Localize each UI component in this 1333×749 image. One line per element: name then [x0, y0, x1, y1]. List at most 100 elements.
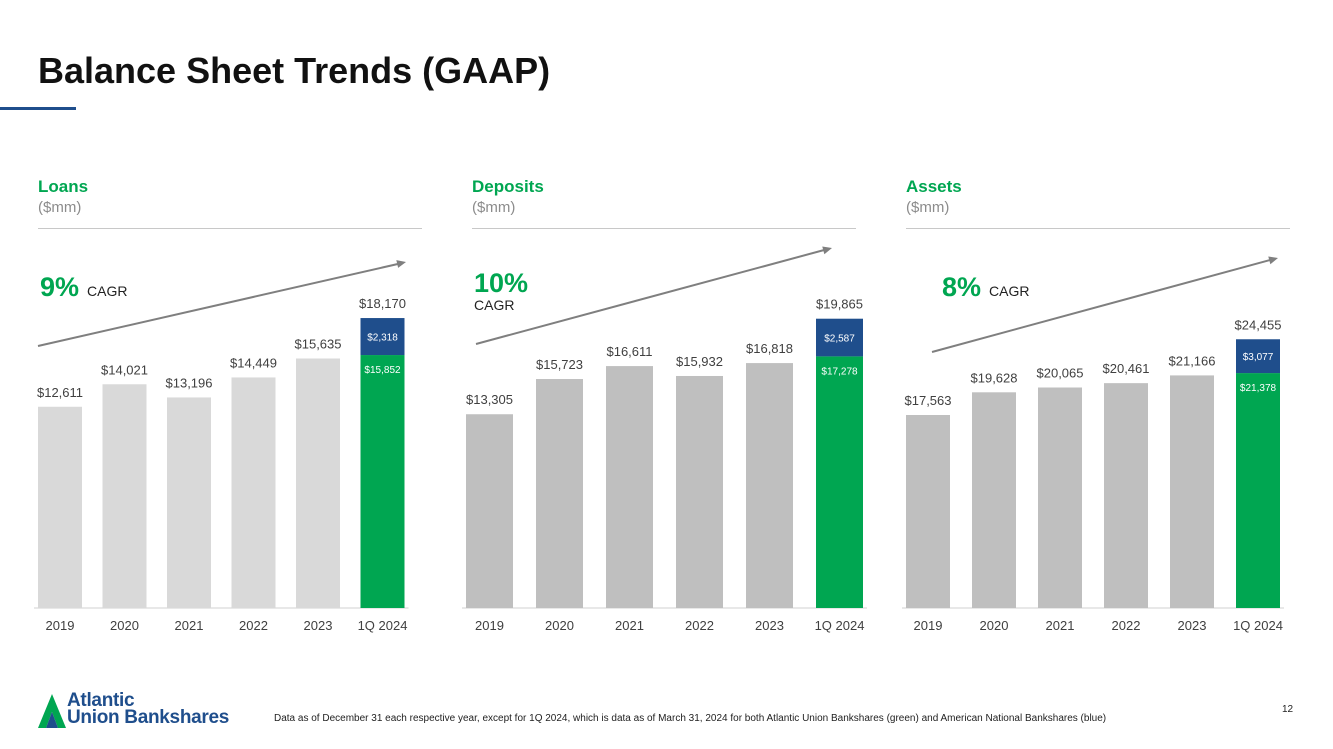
- bar-segment-label: $2,318: [367, 333, 398, 344]
- bar-value-label: $13,196: [166, 375, 213, 390]
- cagr-value: 9%: [40, 272, 80, 302]
- bar: [1038, 387, 1082, 608]
- bar-segment-label: $17,278: [821, 366, 858, 377]
- bar-value-label: $13,305: [466, 392, 513, 407]
- page-number: 12: [1282, 704, 1294, 715]
- growth-arrow-head: [822, 246, 832, 255]
- bar-value-label: $24,455: [1235, 317, 1282, 332]
- bar: [536, 379, 583, 608]
- cagr-value: 10%: [474, 268, 529, 298]
- bar-blue-segment: [816, 318, 863, 357]
- bar: [466, 414, 513, 608]
- bar-green-segment: [1236, 373, 1280, 608]
- bar: [746, 363, 793, 608]
- atlantic-union-logo-icon: [38, 694, 66, 728]
- panel-unit: ($mm): [906, 199, 950, 216]
- bar: [1104, 383, 1148, 608]
- bar-value-label: $16,611: [606, 344, 652, 359]
- panel-divider: [906, 228, 1290, 229]
- cagr-callout: 10% CAGR: [474, 268, 528, 313]
- cagr-label: CAGR: [87, 283, 128, 299]
- bar-green-segment: [360, 355, 405, 608]
- bar: [296, 358, 340, 608]
- bar-segment-label: $15,852: [364, 365, 401, 376]
- growth-arrow: [931, 256, 1278, 353]
- cagr-callout: 9% CAGR: [40, 272, 127, 303]
- bar: [1170, 375, 1214, 608]
- loans-panel: Loans ($mm) 9% CAGR $12,611 2019 $14,021 202…: [34, 176, 428, 646]
- bar-value-label: $16,818: [746, 341, 793, 356]
- bar-segment-label: $2,587: [824, 334, 855, 345]
- bar-value-label: $14,449: [230, 355, 277, 370]
- cagr-label: CAGR: [474, 297, 515, 313]
- bar-value-label: $15,723: [536, 357, 583, 372]
- growth-arrow-head: [396, 260, 406, 268]
- x-tick-label: 2021: [615, 618, 644, 633]
- bar-value-label: $19,865: [816, 297, 863, 312]
- logo-wordmark: Atlantic Union Bankshares: [67, 690, 297, 728]
- bar-value-label: $14,021: [101, 362, 148, 377]
- deposits-chart: $13,305 2019 $15,723 2020 $16,611 2021 $15,932…: [462, 246, 867, 633]
- panel-divider: [472, 228, 856, 229]
- growth-arrow: [475, 246, 832, 345]
- x-tick-label: 2022: [239, 618, 268, 633]
- x-tick-label: 1Q 2024: [815, 618, 865, 633]
- bar-blue-segment: [1236, 339, 1280, 374]
- bar: [102, 384, 147, 608]
- x-tick-label: 2019: [914, 618, 943, 633]
- bar-value-label: $21,166: [1169, 353, 1216, 368]
- bar: [906, 415, 950, 608]
- bar: [167, 397, 211, 608]
- x-tick-label: 2023: [1178, 618, 1207, 633]
- growth-arrow-line: [475, 248, 827, 345]
- bar-green-segment: [816, 356, 863, 608]
- panel-title: Assets: [906, 177, 962, 196]
- x-tick-label: 2023: [755, 618, 784, 633]
- x-tick-label: 2019: [46, 618, 75, 633]
- assets-chart: $17,563 2019 $19,628 2020 $20,065 2021 $20,461…: [902, 256, 1284, 633]
- growth-arrow: [37, 260, 406, 347]
- bar: [606, 366, 653, 608]
- bar-segment-label: $3,077: [1243, 352, 1274, 363]
- x-tick-label: 2023: [304, 618, 333, 633]
- bar-value-label: $15,635: [295, 337, 342, 352]
- panel-title: Deposits: [472, 177, 544, 196]
- panel-header: Loans ($mm): [38, 176, 428, 218]
- x-tick-label: 1Q 2024: [1233, 618, 1283, 633]
- x-tick-label: 2021: [1046, 618, 1075, 633]
- logo-line-1: Atlantic: [67, 690, 135, 711]
- x-tick-label: 2020: [980, 618, 1009, 633]
- cagr-label: CAGR: [989, 283, 1030, 299]
- panel-unit: ($mm): [38, 199, 82, 216]
- cagr-callout: 8% CAGR: [942, 272, 1029, 303]
- x-tick-label: 2022: [1112, 618, 1141, 633]
- growth-arrow-line: [37, 262, 401, 347]
- title-underline: [0, 107, 76, 110]
- bar: [972, 392, 1016, 608]
- x-tick-label: 1Q 2024: [358, 618, 408, 633]
- bar-value-label: $15,932: [676, 354, 723, 369]
- bar: [38, 406, 82, 608]
- panel-divider: [38, 228, 422, 229]
- bar-value-label: $20,065: [1037, 366, 1084, 381]
- logo-line-2: Union Bankshares: [67, 707, 230, 728]
- assets-panel: Assets ($mm) 8% CAGR $17,563 2019 $19,628 20…: [902, 176, 1296, 646]
- loans-chart: $12,611 2019 $14,021 2020 $13,196 2021 $14,449…: [34, 260, 409, 633]
- bar-value-label: $17,563: [905, 393, 952, 408]
- panel-header: Deposits ($mm): [472, 176, 862, 218]
- bar: [676, 375, 723, 608]
- page-title: Balance Sheet Trends (GAAP): [38, 50, 551, 91]
- bar-value-label: $18,170: [359, 296, 406, 311]
- panel-title: Loans: [38, 177, 89, 196]
- bar: [231, 377, 276, 608]
- bar-value-label: $20,461: [1103, 361, 1150, 376]
- x-tick-label: 2021: [175, 618, 204, 633]
- bar-value-label: $12,611: [37, 385, 83, 400]
- bar-blue-segment: [360, 318, 405, 356]
- panel-unit: ($mm): [472, 199, 516, 216]
- growth-arrow-line: [931, 258, 1273, 353]
- x-tick-label: 2022: [685, 618, 714, 633]
- growth-arrow-head: [1268, 256, 1278, 265]
- cagr-value: 8%: [942, 272, 982, 302]
- footnote: Data as of December 31 each respective y…: [274, 713, 1107, 724]
